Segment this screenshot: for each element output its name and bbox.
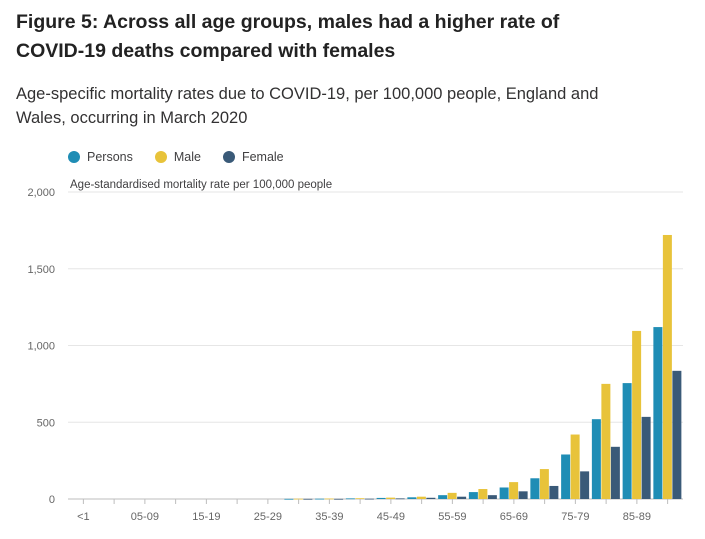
x-tick-label: 35-39 bbox=[315, 511, 343, 523]
male-bar bbox=[355, 498, 365, 500]
male-bar bbox=[324, 498, 334, 500]
female-bar bbox=[580, 471, 590, 499]
female-bar bbox=[487, 495, 497, 499]
x-tick-label: 15-19 bbox=[192, 511, 220, 523]
legend-label-persons: Persons bbox=[87, 150, 133, 164]
legend-item-female[interactable]: Female bbox=[222, 150, 284, 164]
male-bar bbox=[632, 330, 642, 499]
x-tick-label: 55-59 bbox=[438, 511, 466, 523]
persons-bar bbox=[653, 327, 663, 499]
x-tick-label: 05-09 bbox=[131, 511, 159, 523]
legend-swatch-persons bbox=[68, 151, 80, 163]
y-tick-label: 500 bbox=[37, 417, 55, 429]
x-tick-label: 45-49 bbox=[377, 511, 405, 523]
persons-bar bbox=[407, 497, 417, 499]
male-bar bbox=[601, 383, 611, 499]
male-bar bbox=[662, 234, 672, 500]
male-bar bbox=[478, 489, 488, 499]
male-bar bbox=[509, 482, 519, 499]
persons-bar bbox=[561, 454, 571, 499]
persons-bar bbox=[345, 498, 355, 500]
y-tick-label: 2,000 bbox=[27, 187, 55, 199]
female-bar bbox=[672, 370, 682, 499]
female-bar bbox=[334, 498, 344, 500]
female-bar bbox=[641, 416, 651, 499]
x-tick-label: 65-69 bbox=[500, 511, 528, 523]
male-bar bbox=[386, 497, 396, 499]
male-bar bbox=[570, 434, 580, 499]
legend-item-persons[interactable]: Persons bbox=[68, 150, 133, 164]
x-tick-label: 75-79 bbox=[561, 511, 589, 523]
legend-swatch-male bbox=[154, 151, 167, 163]
legend-item-male[interactable]: Male bbox=[154, 150, 201, 164]
y-axis-title: Age-standardised mortality rate per 100,… bbox=[70, 179, 332, 191]
y-tick-label: 1,500 bbox=[27, 264, 55, 276]
persons-bar bbox=[284, 498, 294, 500]
female-bar bbox=[303, 498, 313, 500]
female-bar bbox=[457, 496, 467, 499]
legend-label-male: Male bbox=[173, 150, 201, 164]
persons-bar bbox=[315, 498, 325, 500]
legend-label-female: Female bbox=[241, 150, 284, 164]
male-bar bbox=[539, 469, 549, 499]
legend-swatch-female bbox=[222, 151, 235, 163]
figure-title: Figure 5: Across all age groups, males h… bbox=[16, 11, 560, 62]
persons-bar bbox=[499, 487, 509, 499]
persons-bar bbox=[530, 478, 540, 499]
y-tick-label: 0 bbox=[49, 494, 55, 506]
y-tick-label: 1,000 bbox=[27, 341, 55, 353]
persons-bar bbox=[438, 495, 448, 499]
male-bar bbox=[416, 496, 426, 499]
chart-legend: Persons Male Female bbox=[68, 150, 306, 164]
female-bar bbox=[549, 485, 559, 499]
male-bar bbox=[447, 492, 457, 499]
female-bar bbox=[395, 498, 405, 500]
x-tick-label: <1 bbox=[77, 511, 90, 523]
persons-bar bbox=[622, 383, 632, 499]
female-bar bbox=[364, 498, 374, 500]
persons-bar bbox=[468, 492, 478, 499]
female-bar bbox=[426, 497, 436, 499]
persons-bar bbox=[376, 497, 386, 499]
x-tick-label: 85-89 bbox=[623, 511, 651, 523]
female-bar bbox=[610, 446, 620, 499]
persons-bar bbox=[591, 419, 601, 499]
female-bar bbox=[518, 491, 528, 499]
x-tick-label: 25-29 bbox=[254, 511, 282, 523]
figure-subtitle: Age-specific mortality rates due to COVI… bbox=[16, 85, 599, 127]
